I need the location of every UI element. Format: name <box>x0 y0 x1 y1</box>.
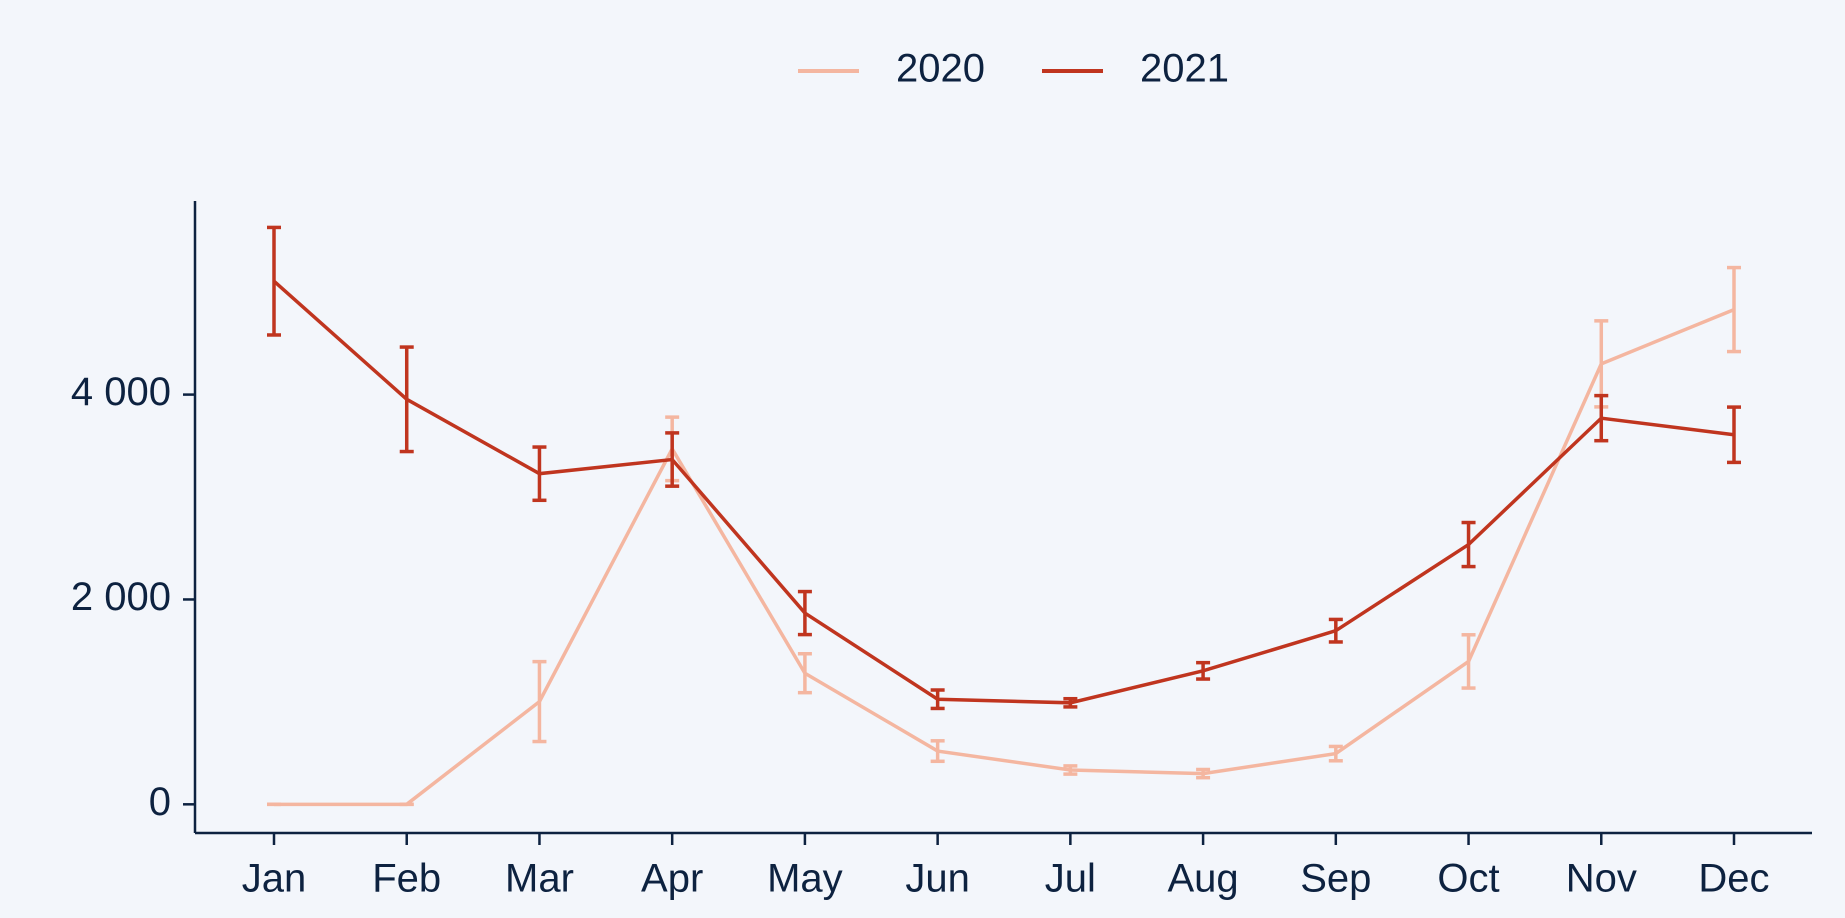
error-bar <box>1727 265 1741 354</box>
x-tick-label: Feb <box>372 857 441 901</box>
series-line <box>274 307 1735 807</box>
error-bar <box>532 445 547 503</box>
x-tick-label: Nov <box>1566 857 1637 901</box>
legend-label: 2021 <box>1140 47 1229 91</box>
x-tick-label: Mar <box>505 857 574 901</box>
error-bar <box>1063 764 1078 776</box>
error-bar <box>930 688 945 711</box>
x-tick-label: Aug <box>1168 857 1239 901</box>
error-bar <box>1594 393 1609 443</box>
x-tick-label: Jan <box>242 857 307 901</box>
error-bar <box>797 589 812 637</box>
error-bar <box>1196 660 1211 681</box>
error-bar <box>1328 617 1343 644</box>
y-tick-label: 4 000 <box>71 370 171 414</box>
x-tick-label: Apr <box>641 857 703 901</box>
error-bar <box>1328 744 1343 763</box>
error-bar <box>1461 520 1476 569</box>
error-bar <box>930 739 945 764</box>
error-bar <box>532 659 547 744</box>
series-line <box>272 279 1735 705</box>
y-tick-label: 2 000 <box>71 575 171 619</box>
error-bar <box>267 225 281 337</box>
error-bar <box>1461 633 1476 690</box>
error-bar <box>1727 405 1741 465</box>
error-bar <box>399 345 414 454</box>
error-bar <box>797 651 812 695</box>
x-tick-label: May <box>767 857 843 901</box>
x-tick-label: Jul <box>1045 857 1096 901</box>
error-bar <box>665 431 680 488</box>
x-tick-label: Jun <box>905 857 970 901</box>
x-tick-label: Dec <box>1698 857 1769 901</box>
x-tick-label: Oct <box>1437 857 1499 901</box>
y-tick-label: 0 <box>149 780 171 824</box>
legend-label: 2020 <box>896 47 985 91</box>
x-tick-label: Sep <box>1300 857 1371 901</box>
error-bar <box>1063 696 1078 709</box>
error-bar <box>1196 767 1211 780</box>
